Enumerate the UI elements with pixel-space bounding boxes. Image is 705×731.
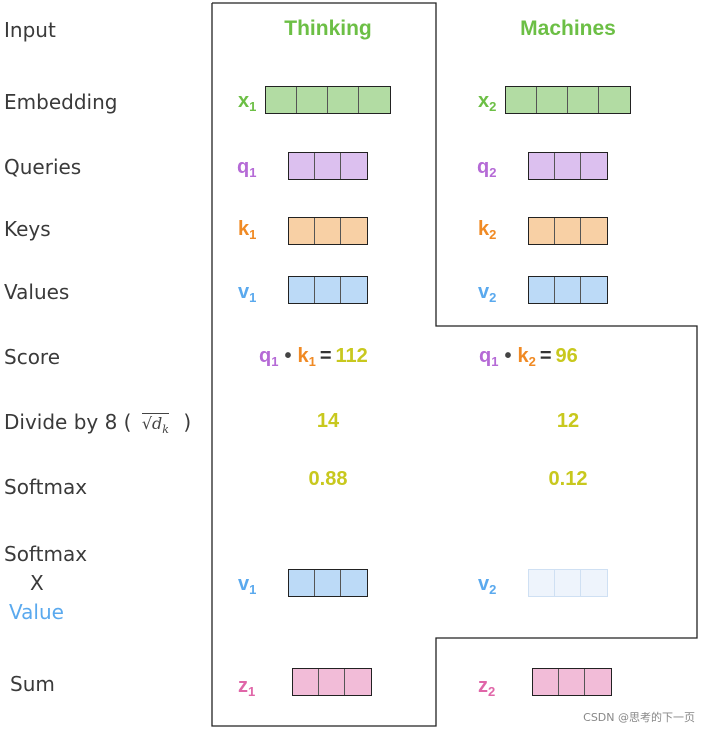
key-vector-k2 [528, 217, 608, 245]
row-label-score: Score [4, 345, 61, 369]
symbol-v1: v1 [238, 281, 257, 305]
embedding-vector-x1 [265, 86, 391, 114]
row-label-values: Values [4, 280, 70, 304]
word-machines: Machines [520, 17, 616, 40]
value-vector-v1 [288, 276, 368, 304]
row-label-sum: Sum [10, 672, 55, 696]
row-label-queries: Queries [4, 155, 82, 179]
row-label-divide: Divide by 8 ( √dk ) [4, 410, 192, 437]
symbol-x2: x2 [478, 90, 497, 114]
softmax-value-1: 0.88 [308, 468, 348, 490]
word-thinking: Thinking [284, 17, 372, 40]
weighted-value-vector-v1 [288, 569, 368, 597]
score-expression-1: q1 • k1 = 112 [259, 345, 368, 369]
symbol-weighted-v2: v2 [478, 573, 497, 597]
row-label-keys: Keys [4, 217, 51, 241]
row-label-embedding: Embedding [4, 90, 118, 114]
softmax-value-2: 0.12 [548, 468, 588, 490]
row-label-input: Input [4, 18, 56, 42]
row-label-softmax-x-value-3: Value [9, 600, 64, 624]
symbol-z1: z1 [238, 675, 256, 699]
symbol-v2: v2 [478, 281, 497, 305]
weighted-value-vector-v2 [528, 569, 608, 597]
divided-score-1: 14 [316, 410, 340, 432]
symbol-k2: k2 [478, 218, 497, 242]
sum-vector-z2 [532, 668, 612, 696]
symbol-weighted-v1: v1 [238, 573, 257, 597]
value-vector-v2 [528, 276, 608, 304]
symbol-z2: z2 [478, 675, 496, 699]
symbol-q1: q1 [237, 156, 257, 180]
symbol-k1: k1 [238, 218, 257, 242]
score-expression-2: q1 • k2 = 96 [479, 345, 578, 369]
row-label-softmax-x-value-1: Softmax [4, 542, 88, 566]
query-vector-q1 [288, 152, 368, 180]
embedding-vector-x2 [505, 86, 631, 114]
watermark: CSDN @思考的下一页 [583, 711, 695, 724]
divided-score-2: 12 [556, 410, 580, 432]
row-label-softmax: Softmax [4, 475, 88, 499]
query-vector-q2 [528, 152, 608, 180]
symbol-q2: q2 [477, 156, 497, 180]
row-label-softmax-x-value-2: X [30, 571, 44, 595]
symbol-x1: x1 [238, 90, 257, 114]
key-vector-k1 [288, 217, 368, 245]
sum-vector-z1 [292, 668, 372, 696]
